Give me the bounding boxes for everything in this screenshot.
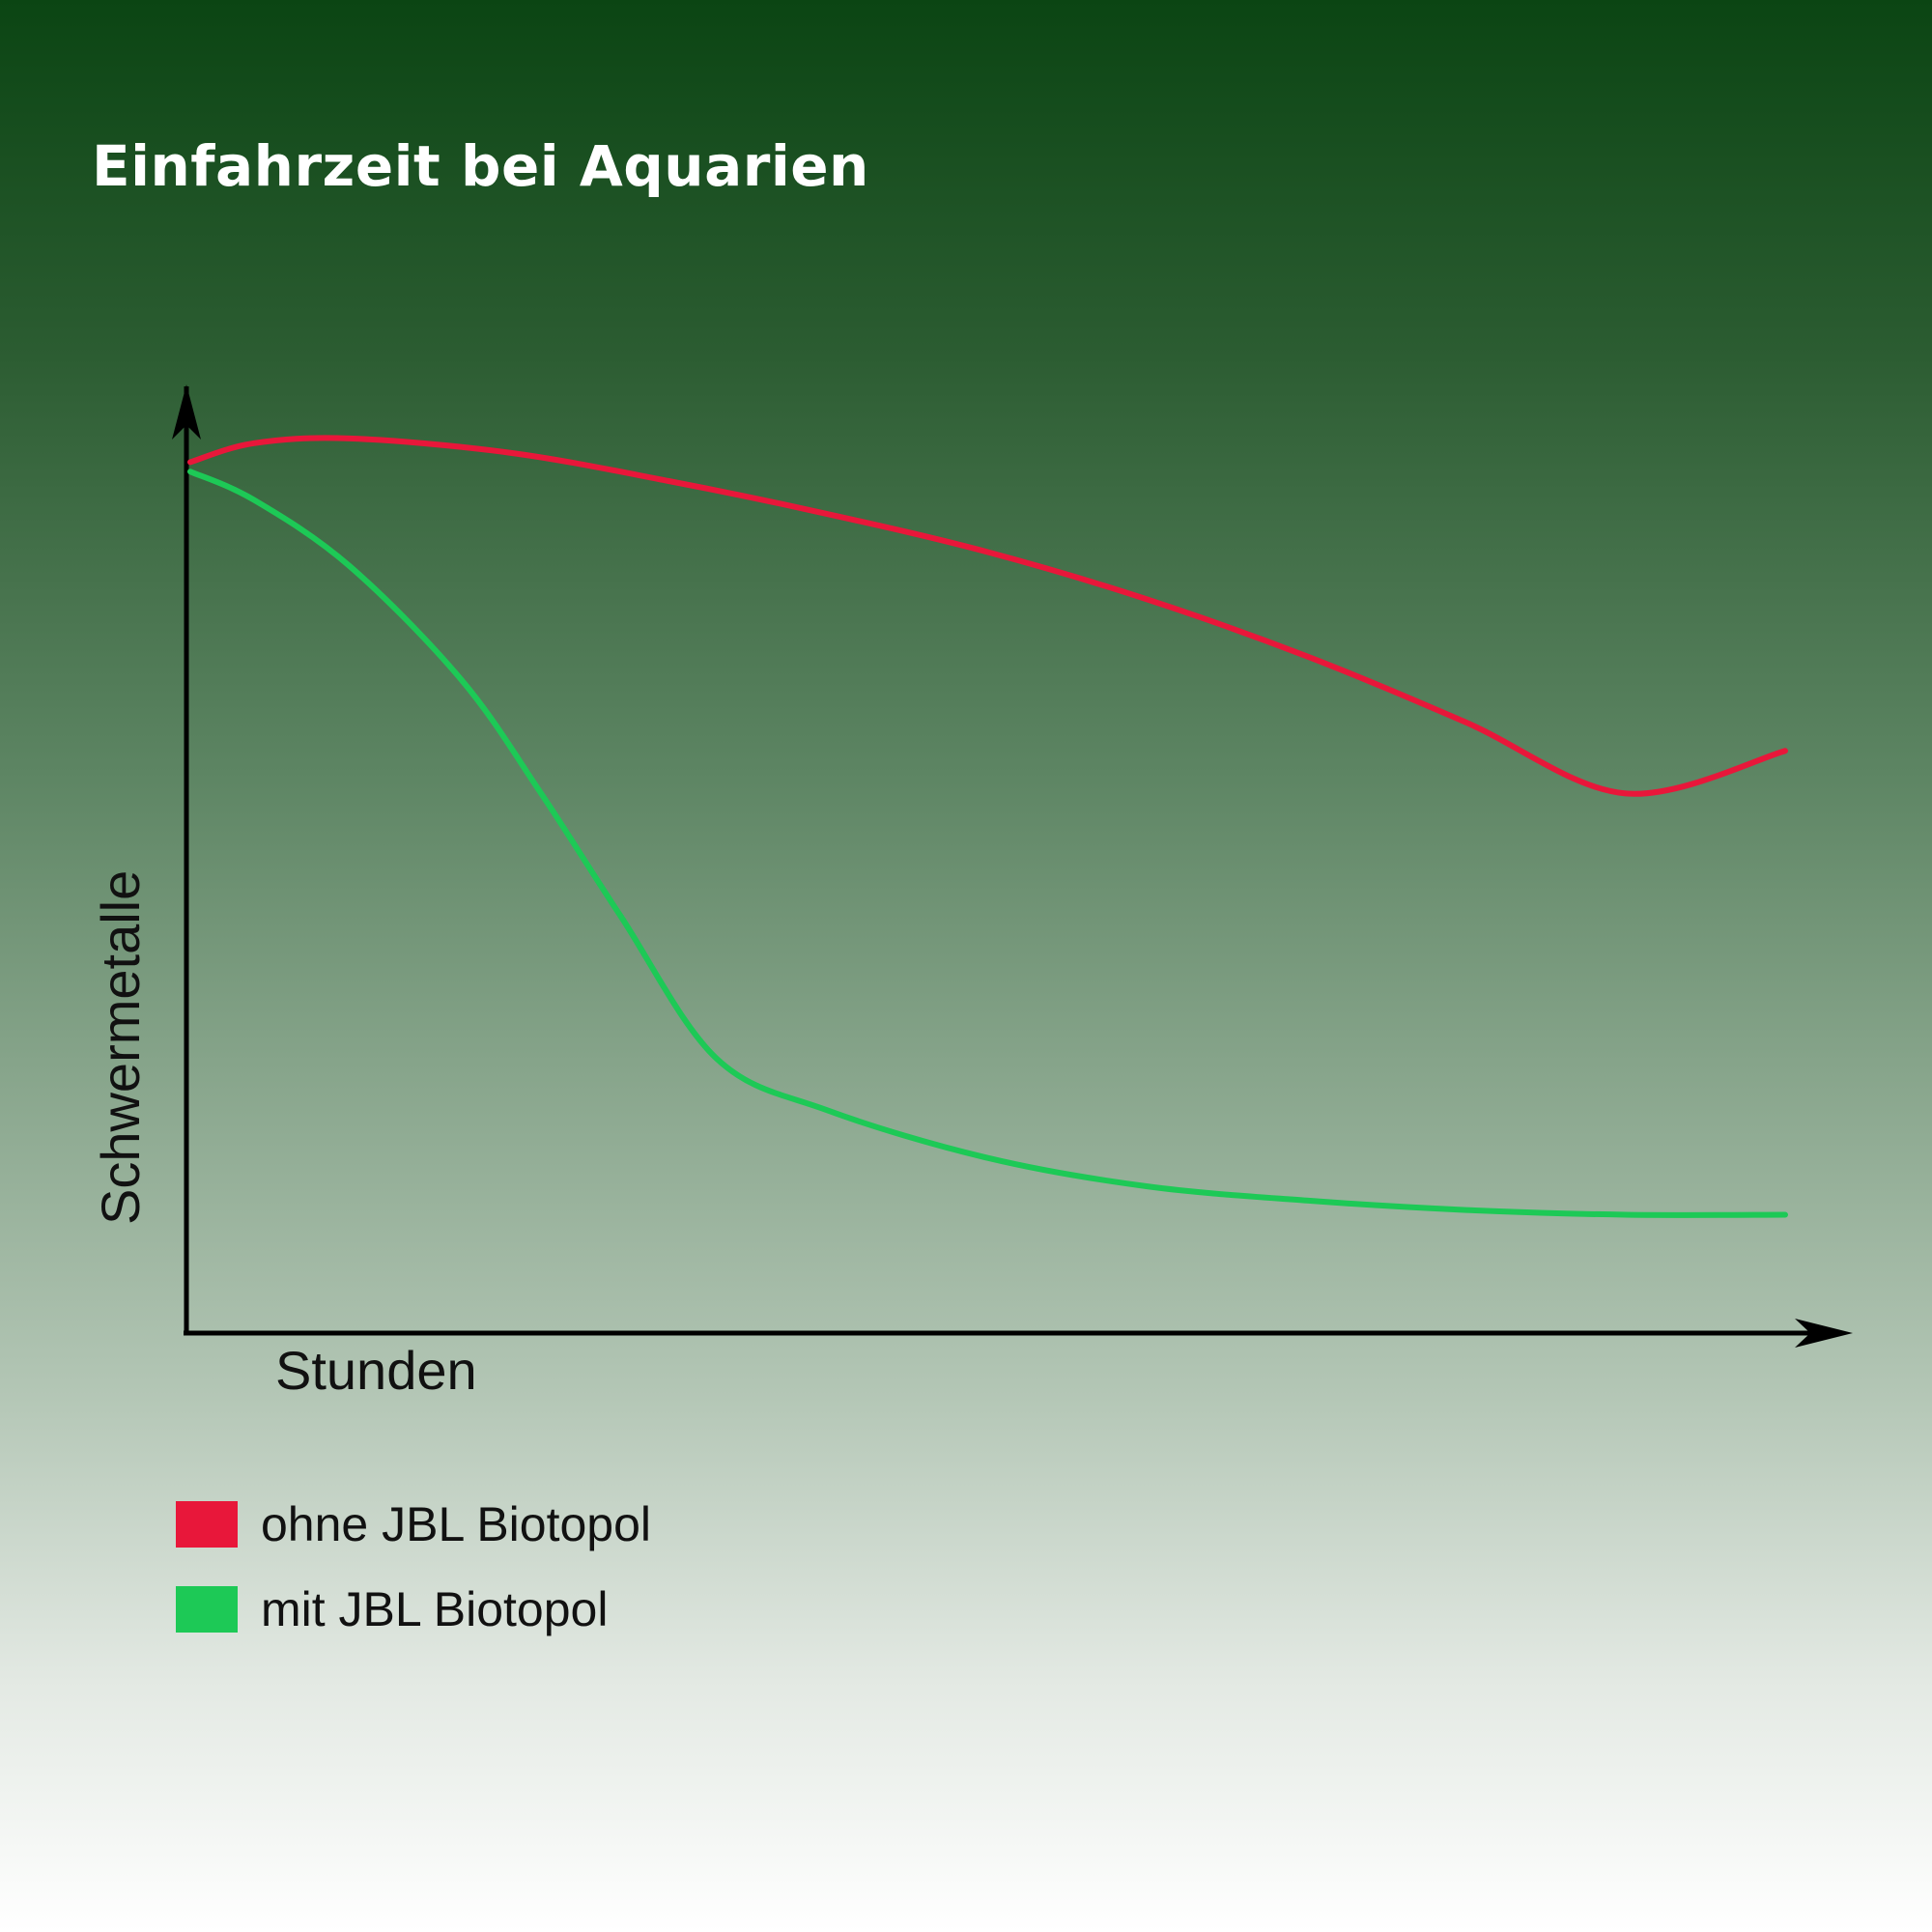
legend-item-ohne: ohne JBL Biotopol xyxy=(176,1492,651,1556)
y-axis-arrowhead xyxy=(172,384,201,440)
series-line-0 xyxy=(187,435,1788,797)
x-axis-arrowhead xyxy=(1795,1319,1853,1348)
y-axis-label: Schwermetalle xyxy=(90,870,151,1225)
legend-swatch-red xyxy=(176,1501,238,1548)
series-layer xyxy=(187,435,1788,1218)
series-line-1 xyxy=(187,469,1788,1218)
chart-title: Einfahrzeit bei Aquarien xyxy=(92,133,869,199)
legend-swatch-green xyxy=(176,1586,238,1633)
legend-label-ohne: ohne JBL Biotopol xyxy=(261,1497,652,1551)
legend: ohne JBL Biotopol mit JBL Biotopol xyxy=(176,1492,651,1662)
legend-item-mit: mit JBL Biotopol xyxy=(176,1577,651,1641)
legend-label-mit: mit JBL Biotopol xyxy=(261,1582,609,1636)
x-axis-label: Stunden xyxy=(275,1340,477,1401)
